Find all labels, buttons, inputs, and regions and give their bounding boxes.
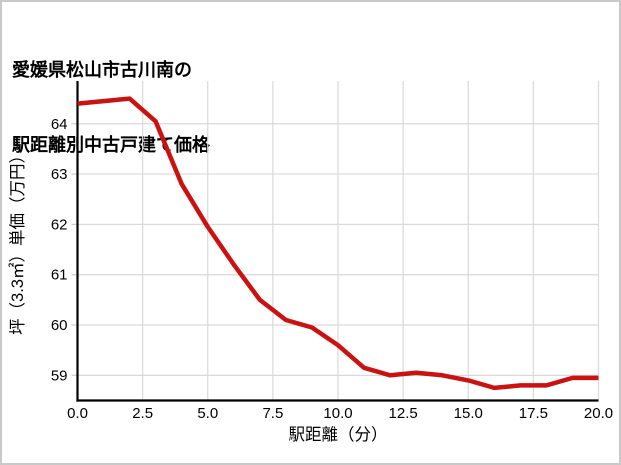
x-tick-label: 10.0 xyxy=(323,405,352,422)
x-axis-label: 駅距離（分） xyxy=(289,425,388,444)
chart-title: 愛媛県松山市古川南の 駅距離別中古戸建て価格 xyxy=(12,8,210,208)
y-tick-label: 61 xyxy=(51,267,68,284)
x-tick-label: 5.0 xyxy=(197,405,218,422)
axis-spines xyxy=(76,81,599,402)
x-tick-label: 20.0 xyxy=(584,405,613,422)
chart-title-line1: 愛媛県松山市古川南の xyxy=(12,60,192,80)
y-axis-label: 坪（3.3㎡）単価（万円） xyxy=(8,147,27,335)
y-tick-label: 59 xyxy=(51,367,68,384)
y-tick-label: 60 xyxy=(51,317,68,334)
y-tick-label: 64 xyxy=(51,116,68,133)
chart-title-line2: 駅距離別中古戸建て価格 xyxy=(12,135,210,155)
x-tick-label: 12.5 xyxy=(389,405,418,422)
x-tick-label: 17.5 xyxy=(519,405,548,422)
price-line-series xyxy=(77,96,599,391)
tick-labels: 59 60 61 62 63 64 0.0 2.5 5.0 7.5 10.0 12.5 15.0 17.5… xyxy=(51,116,613,422)
y-tick-label: 62 xyxy=(51,216,68,233)
x-tick-label: 7.5 xyxy=(262,405,283,422)
x-tick-label: 15.0 xyxy=(454,405,483,422)
y-tick-label: 63 xyxy=(51,166,68,183)
price-line xyxy=(77,96,599,391)
gridlines xyxy=(76,81,600,401)
x-tick-label: 2.5 xyxy=(132,405,153,422)
x-tick-label: 0.0 xyxy=(67,405,88,422)
